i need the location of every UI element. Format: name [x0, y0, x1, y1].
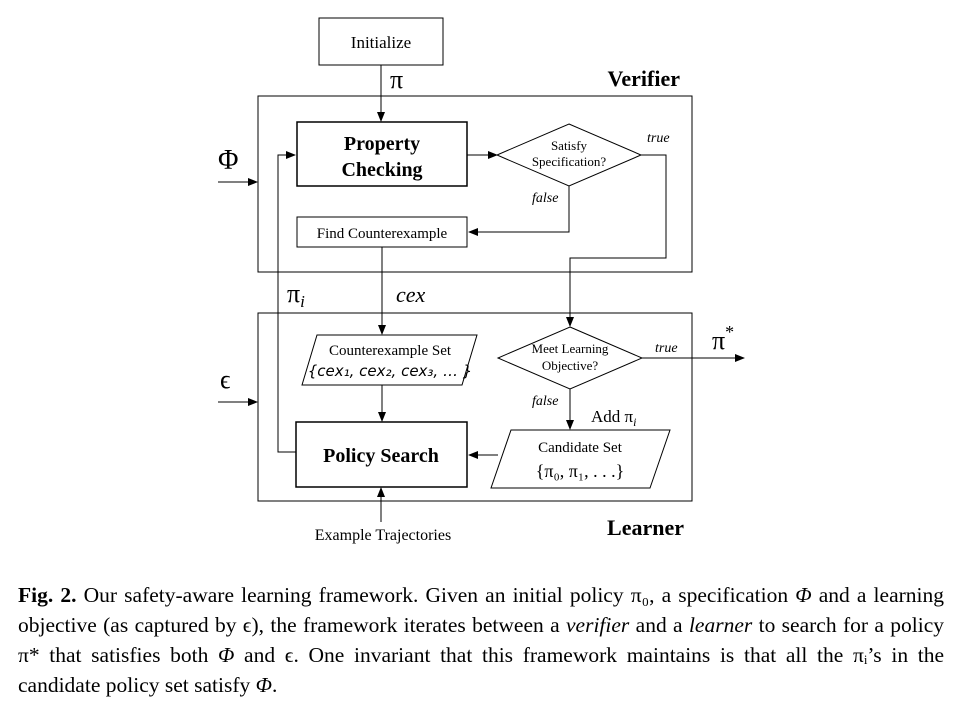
meet-true-label: true: [655, 341, 678, 356]
pi-input-label: π: [390, 65, 403, 94]
caption-verifier: verifier: [566, 613, 630, 637]
policy-search-box: [295, 421, 468, 488]
verifier-region: [257, 95, 693, 273]
caption-phi-1: Φ: [795, 583, 812, 607]
example-trajectories-label: Example Trajectories: [315, 527, 451, 544]
caption-phi-3: Φ: [255, 673, 272, 697]
property-checking-label-line1: Property: [344, 133, 420, 155]
pi-i-subscript: i: [300, 292, 305, 311]
policy-search-label: Policy Search: [323, 445, 439, 467]
satisfy-false-to-find-arrow: [468, 186, 570, 236]
pi-star-symbol: π: [712, 326, 725, 355]
figure-caption: Fig. 2. Our safety-aware learning framew…: [18, 580, 944, 700]
candidate-set-value: {π₀, π₁, . . .}: [536, 461, 625, 481]
satisfy-true-to-meet-arrow: [566, 154, 667, 327]
add-pi-i-subscript: i: [633, 415, 636, 429]
caption-text-f: .: [272, 673, 278, 697]
satisfy-label-line2: Specification?: [532, 154, 607, 169]
find-counterexample-label: Find Counterexample: [317, 226, 448, 242]
policy-search-to-property-feedback-arrow: [277, 151, 296, 453]
pi-star-label: π*: [712, 322, 734, 355]
caption-text-d: to search for a policy π* that satisfies…: [18, 613, 945, 667]
caption-text-c: and a: [629, 613, 689, 637]
property-checking-box: [296, 121, 468, 187]
epsilon-input-label: ϵ: [220, 365, 231, 394]
pi-i-label: πi: [287, 279, 305, 311]
satisfy-true-label: true: [647, 131, 670, 146]
meet-false-label: false: [532, 394, 558, 409]
counterexample-set-title: Counterexample Set: [329, 343, 452, 359]
add-pi-i-text: Add π: [591, 407, 634, 426]
caption-phi-2: Φ: [218, 643, 235, 667]
phi-input-label: Φ: [218, 145, 238, 176]
meet-label-line2: Objective?: [542, 358, 599, 373]
framework-diagram: Verifier Learner Initialize π Property C…: [218, 17, 745, 544]
meet-label-line1: Meet Learning: [532, 341, 609, 356]
counterexample-set-shape: [301, 334, 478, 386]
caption-text-b: and a learning objective (as captured by…: [18, 583, 944, 637]
add-pi-i-label: Add πi: [591, 407, 636, 429]
satisfy-false-label: false: [532, 191, 558, 206]
initialize-box: [318, 17, 444, 66]
pi-star-superscript: *: [725, 322, 734, 342]
learner-label: Learner: [607, 515, 684, 540]
satisfy-label-line1: Satisfy: [551, 138, 588, 153]
caption-text-e: and ϵ. One invariant that this framework…: [18, 643, 945, 697]
caption-learner: learner: [688, 613, 753, 637]
candidate-set-title: Candidate Set: [538, 440, 623, 456]
caption-text-a: Our safety-aware learning framework. Giv…: [76, 583, 796, 607]
cex-label: cex: [396, 282, 426, 307]
verifier-label: Verifier: [608, 66, 681, 91]
find-counterexample-box: [296, 216, 468, 248]
caption-label: Fig. 2.: [18, 583, 77, 607]
counterexample-set-value: {cex₁, cex₂, cex₃, … }: [308, 362, 473, 380]
learner-region: [257, 312, 693, 502]
initialize-label: Initialize: [351, 33, 411, 52]
property-checking-label-line2: Checking: [341, 159, 422, 181]
candidate-set-shape: [490, 429, 671, 489]
pi-i-symbol: π: [287, 279, 300, 308]
